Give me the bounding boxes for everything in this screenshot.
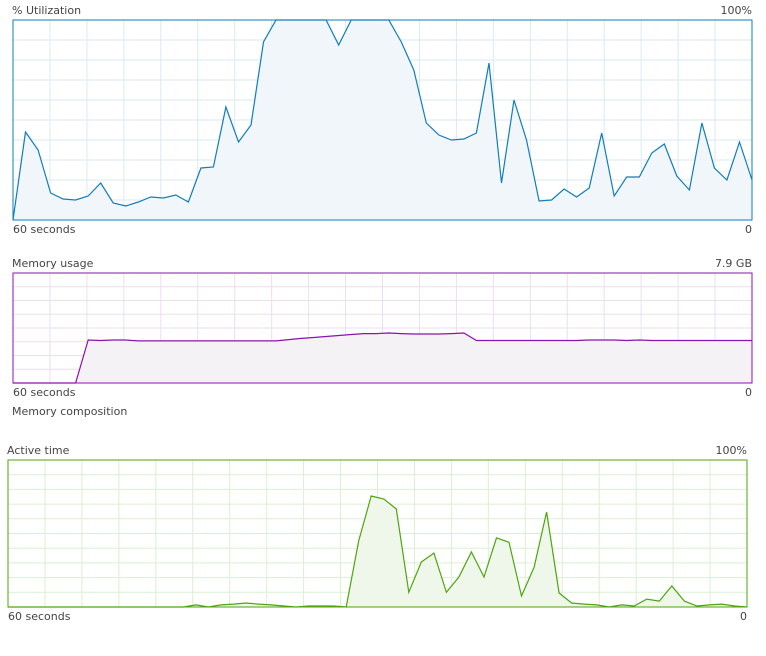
chart-title: Memory usage xyxy=(12,257,94,270)
chart-title: % Utilization xyxy=(12,4,81,17)
x-tick-label: 60 seconds xyxy=(8,610,71,623)
x-tick-label: 0 xyxy=(740,610,747,623)
section-label: Memory composition xyxy=(12,405,127,418)
area xyxy=(13,333,752,383)
x-tick-label: 60 seconds xyxy=(13,386,76,399)
x-tick-label: 0 xyxy=(745,223,752,236)
area xyxy=(13,20,752,220)
x-tick-label: 60 seconds xyxy=(13,223,76,236)
y-tick-label: 100% xyxy=(721,4,752,17)
plot-border xyxy=(12,272,753,384)
y-tick-label: 7.9 GB xyxy=(715,257,752,270)
line xyxy=(13,332,752,384)
y-tick-label: 100% xyxy=(716,444,747,457)
plot-border xyxy=(7,459,748,608)
plot-border xyxy=(12,19,753,221)
area xyxy=(8,496,747,607)
chart-title: Active time xyxy=(7,444,70,457)
x-tick-label: 0 xyxy=(745,386,752,399)
